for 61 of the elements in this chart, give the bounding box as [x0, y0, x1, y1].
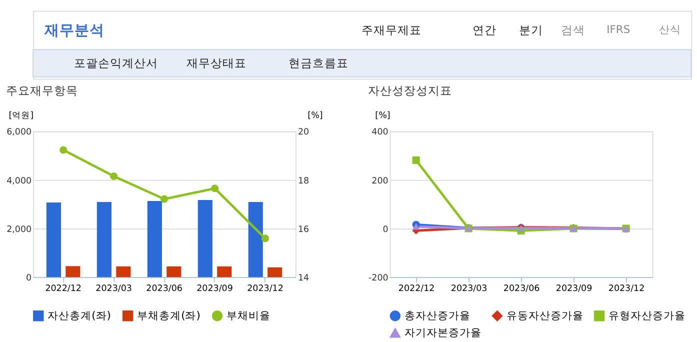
point	[160, 195, 168, 203]
point	[60, 146, 68, 154]
x-tick-label: 2023/12	[247, 284, 284, 294]
x-tick-label: 2023/12	[608, 284, 645, 294]
chart-title: 자산성장성지표	[368, 83, 452, 98]
point	[412, 156, 420, 164]
y-tick-label: 0	[382, 224, 388, 235]
text: 분기	[519, 23, 544, 38]
text: 산식	[659, 23, 682, 36]
text: 검색	[560, 23, 585, 38]
y-tick-label: 200	[372, 176, 388, 186]
point	[412, 223, 420, 230]
text: 포괄손익계산서	[74, 56, 158, 70]
legend-label: 유동자산증가율	[506, 308, 584, 322]
chart-title: 주요재무항목	[6, 83, 78, 98]
x-tick-label: 2023/03	[96, 284, 132, 294]
y-axis-title: [억원]	[8, 111, 34, 122]
bar	[46, 202, 62, 278]
bar	[248, 202, 263, 278]
x-tick-label: 2023/06	[146, 284, 182, 294]
x-tick-label: 2022/12	[45, 284, 82, 294]
y-tick-label: -200	[368, 273, 388, 284]
bar	[217, 266, 232, 278]
legend-label: 부채총계(좌)	[137, 308, 200, 322]
text: 재무분석	[44, 22, 105, 40]
text: 연간	[472, 23, 496, 38]
text: 재무상태표	[186, 56, 247, 70]
point	[210, 184, 219, 192]
legend-label: 부채비율	[226, 308, 270, 322]
legend-label: 총자산증가율	[404, 308, 470, 322]
y2-axis-title: [%]	[308, 111, 323, 122]
y-tick-label: 4,000	[6, 176, 32, 186]
y-tick-label: 6,000	[6, 128, 32, 138]
bar	[66, 266, 80, 278]
text: 주재무제표	[362, 23, 422, 38]
x-tick-label: 2022/12	[398, 284, 435, 294]
y-tick-label: 0	[26, 273, 32, 284]
y-tick-label: 400	[372, 128, 388, 138]
text: 현금흐름표	[288, 56, 349, 70]
bar	[166, 266, 182, 278]
y-tick-label: 2,000	[6, 224, 32, 235]
text: IFRS	[606, 23, 630, 36]
x-tick-label: 2023/09	[196, 284, 233, 294]
bar	[147, 201, 162, 278]
legend-label: 자산총계(좌)	[48, 308, 111, 322]
legend-label: 자기자본증가율	[404, 326, 482, 339]
bar	[116, 266, 131, 278]
bar	[268, 267, 282, 278]
y2-tick-label: 16	[298, 224, 310, 235]
point	[110, 172, 118, 180]
y-axis-title: [%]	[375, 111, 390, 122]
x-tick-label: 2023/03	[450, 284, 488, 294]
y2-tick-label: 18	[298, 176, 310, 186]
y2-tick-label: 20	[298, 128, 310, 138]
point	[261, 234, 269, 242]
x-tick-label: 2023/06	[503, 284, 540, 294]
legend-label: 유형자산증가율	[608, 308, 686, 322]
bar	[96, 202, 112, 278]
y2-tick-label: 14	[298, 273, 310, 284]
bar	[198, 200, 212, 278]
x-tick-label: 2023/09	[556, 284, 592, 294]
